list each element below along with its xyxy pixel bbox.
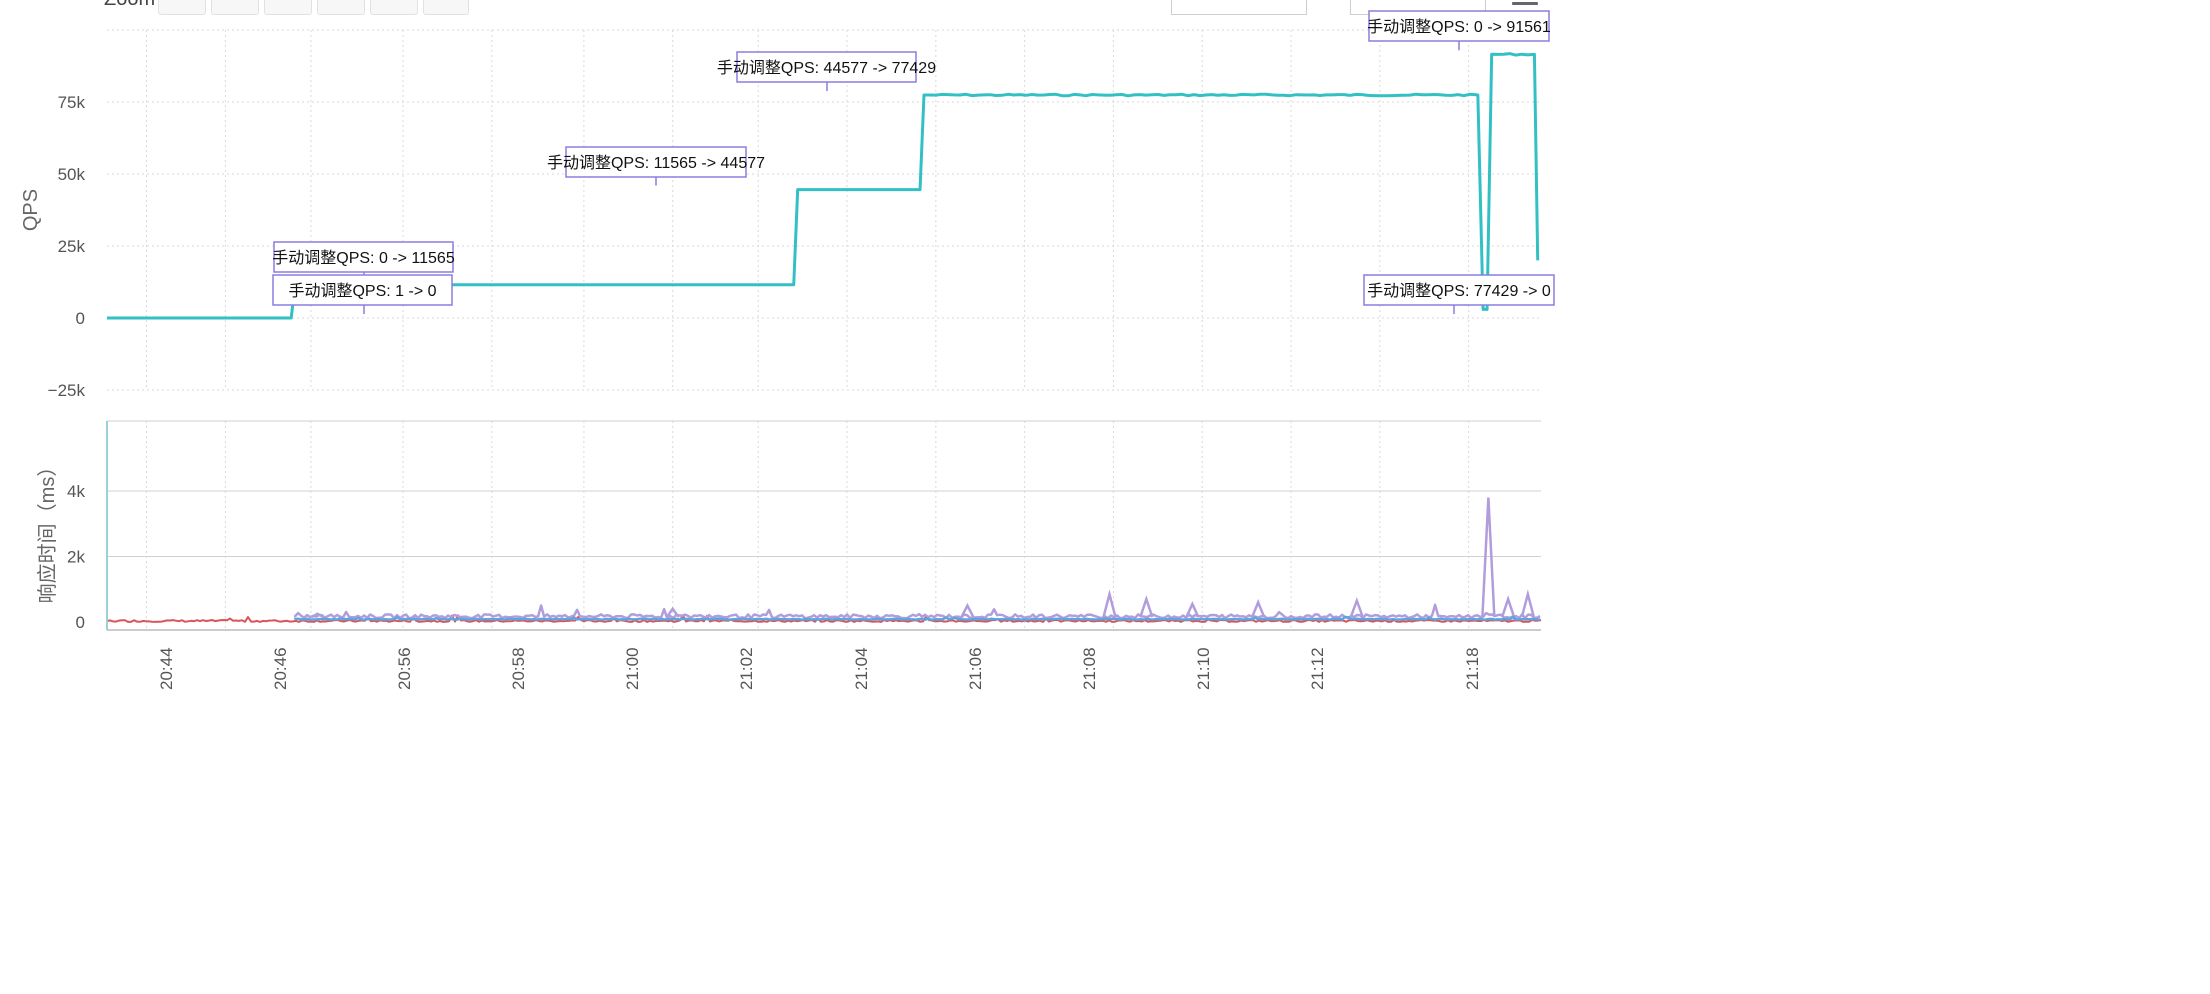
annotation-box (1368, 10, 1550, 42)
latency-purple-line-spike (960, 602, 975, 618)
axes: −25k 0 25k 50k 75k 0 2k 4k 20:44 20:46 20:56 20:58 2… (48, 93, 1541, 690)
zoom-label: Zoom (104, 0, 155, 11)
latency-red-line (106, 614, 1542, 623)
annotation-box (736, 51, 917, 83)
latency-purple-line-spike (665, 606, 680, 618)
latency-purple-line-spike (1349, 597, 1364, 618)
range-from-input[interactable] (1171, 0, 1307, 15)
x-tick-label: 21:08 (1080, 647, 1099, 690)
zoom-button-4[interactable] (317, 0, 365, 15)
annotation-label: 手动调整QPS: 44577 -> 77429 (717, 51, 936, 92)
qps-ytick-label: 0 (76, 309, 85, 328)
zoom-button-2[interactable] (211, 0, 259, 15)
qps-ytick-label: 75k (58, 93, 86, 112)
annotation-label: 手动调整QPS: 1 -> 0 (272, 274, 453, 314)
latency-ytick-label: 2k (67, 548, 85, 567)
x-tick-label: 21:00 (623, 647, 642, 690)
annotation-box (272, 274, 453, 306)
series-layer (106, 52, 1542, 630)
latency-purple-line-spike (1481, 497, 1496, 618)
zoom-button-5[interactable] (370, 0, 418, 15)
x-tick-label: 20:56 (395, 647, 414, 690)
x-tick-label: 21:12 (1308, 647, 1327, 690)
x-tick-label: 21:02 (737, 647, 756, 690)
annotation-text: 手动调整QPS: 1 -> 0 (288, 282, 436, 300)
annotation-box (1363, 274, 1555, 306)
zoom-button-6[interactable] (423, 0, 469, 15)
latency-purple-line-spike (1520, 589, 1536, 618)
latency-purple-line-spike (1500, 595, 1516, 618)
qps-ytick-label: −25k (48, 381, 86, 400)
x-tick-label: 20:46 (271, 647, 290, 690)
latency-purple-line (293, 603, 1541, 620)
latency-axis-title: 响应时间（ms） (36, 457, 59, 604)
menu-icon[interactable] (1512, 2, 1538, 5)
latency-purple-line-spike (310, 612, 325, 619)
x-tick-label: 21:06 (966, 647, 985, 690)
annotation-label: 手动调整QPS: 77429 -> 0 (1363, 274, 1555, 314)
annotation-label: 手动调整QPS: 11565 -> 44577 (547, 146, 765, 186)
zoom-button-3[interactable] (264, 0, 312, 15)
latency-purple-line-spike (1185, 600, 1200, 618)
annotation-text: 手动调整QPS: 11565 -> 44577 (547, 154, 765, 172)
x-tick-label: 21:18 (1463, 647, 1482, 690)
annotation-box (565, 146, 747, 178)
latency-ytick-label: 0 (76, 613, 85, 632)
latency-blue-line (293, 615, 1541, 621)
annotation-text: 手动调整QPS: 0 -> 11565 (272, 249, 455, 267)
annotation-box (273, 241, 454, 273)
annotation-text: 手动调整QPS: 0 -> 91561 (1367, 18, 1551, 36)
annotations-layer: 手动调整QPS: 0 -> 11565 手动调整QPS: 1 -> 0 手动调整QP… (272, 10, 1555, 314)
qps-ytick-label: 50k (58, 165, 86, 184)
qps-ytick-label: 25k (58, 237, 86, 256)
grid (107, 29, 1541, 630)
annotation-text: 手动调整QPS: 44577 -> 77429 (717, 59, 936, 77)
latency-purple-line-spike (1250, 599, 1266, 618)
qps-line (107, 52, 1540, 320)
annotation-text: 手动调整QPS: 77429 -> 0 (1367, 282, 1551, 300)
zoom-button-1[interactable] (158, 0, 206, 15)
qps-axis-title: QPS (20, 189, 42, 231)
x-tick-label: 20:58 (509, 647, 528, 690)
latency-purple-line-spike (1139, 595, 1154, 618)
annotation-label: 手动调整QPS: 0 -> 11565 (272, 241, 455, 281)
latency-purple-line-spike (1102, 589, 1117, 618)
latency-ytick-label: 4k (67, 482, 85, 501)
x-tick-label: 20:44 (157, 647, 176, 690)
annotation-label: 手动调整QPS: 0 -> 91561 (1367, 10, 1551, 51)
x-tick-label: 21:10 (1194, 647, 1213, 690)
x-tick-label: 21:04 (852, 647, 871, 690)
